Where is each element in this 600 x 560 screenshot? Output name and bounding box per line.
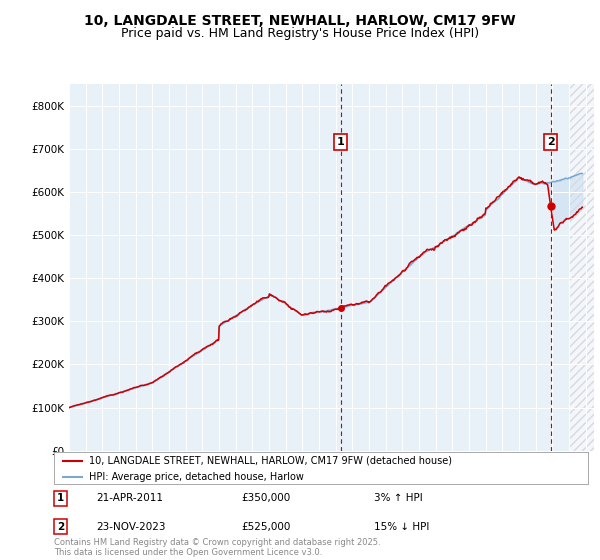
Bar	[569, 84, 594, 451]
Text: 15% ↓ HPI: 15% ↓ HPI	[374, 521, 430, 531]
Text: Contains HM Land Registry data © Crown copyright and database right 2025.
This d: Contains HM Land Registry data © Crown c…	[54, 538, 380, 557]
Text: 10, LANGDALE STREET, NEWHALL, HARLOW, CM17 9FW (detached house): 10, LANGDALE STREET, NEWHALL, HARLOW, CM…	[89, 456, 452, 466]
Text: £525,000: £525,000	[241, 521, 290, 531]
Text: HPI: Average price, detached house, Harlow: HPI: Average price, detached house, Harl…	[89, 472, 304, 482]
Text: 10, LANGDALE STREET, NEWHALL, HARLOW, CM17 9FW: 10, LANGDALE STREET, NEWHALL, HARLOW, CM…	[84, 14, 516, 28]
Text: 2: 2	[56, 521, 64, 531]
Text: 2: 2	[547, 137, 554, 147]
Text: 23-NOV-2023: 23-NOV-2023	[97, 521, 166, 531]
Text: 21-APR-2011: 21-APR-2011	[97, 493, 164, 503]
Text: 1: 1	[56, 493, 64, 503]
Text: Price paid vs. HM Land Registry's House Price Index (HPI): Price paid vs. HM Land Registry's House …	[121, 27, 479, 40]
Text: 1: 1	[337, 137, 344, 147]
Text: 3% ↑ HPI: 3% ↑ HPI	[374, 493, 423, 503]
Text: £350,000: £350,000	[241, 493, 290, 503]
